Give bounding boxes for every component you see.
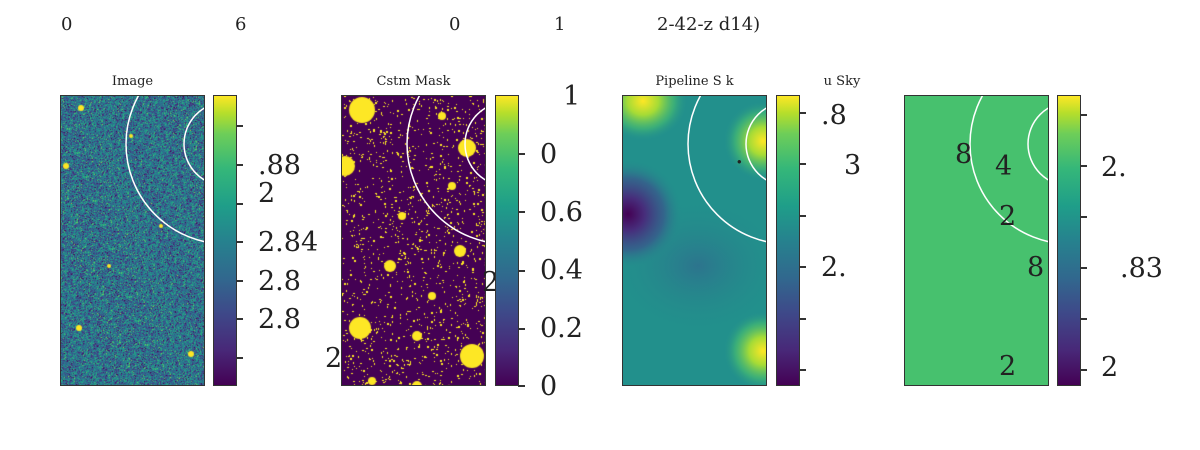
mask-overlay-text-1: 2 [482,267,500,298]
top-fragment-1: 6 [235,14,247,35]
colorbar-mask-label-2: 0.6 [540,197,583,228]
mask-panel [341,95,486,386]
image-noise-heatmap [61,96,204,385]
panel-title-pipeline-sky: Pipeline S k [655,74,734,89]
colorbar-image-label-4: 2.8 [258,304,301,335]
pipeline-sky-heatmap [623,96,766,385]
colorbar-mask-label-1: 0 [540,139,558,170]
top-fragment-2: 0 [449,14,461,35]
aperture-rings-image [125,96,204,243]
colorbar-pipeline-label-0: .8 [821,100,847,131]
colorbar-mask-label-0: 1 [563,81,581,112]
colorbar-image-label-0: .88 [258,150,301,181]
u-sky-overlay-text-4: 2 [999,351,1017,382]
colorbar-mask [495,95,519,386]
colorbar-u-sky-label-1: .83 [1120,253,1163,284]
u-sky-overlay-text-1: 4 [995,151,1013,182]
mask-overlay-text-0: 2 [325,343,343,374]
pipeline-overlay-text-0: . [735,139,744,170]
figure-suptitle: 2-42-z d14) [657,14,761,35]
u-sky-panel [904,95,1049,386]
colorbar-mask-label-4: 0.2 [540,313,583,344]
aperture-rings-mask [406,96,485,243]
colorbar-image-label-1: 2 [258,178,276,209]
colorbar-image-label-2: 2.84 [258,227,319,258]
colorbar-pipeline-label-1: 3 [844,150,862,181]
colorbar-pipeline-label-2: 2. [821,252,847,283]
colorbar-pipeline-sky [776,95,800,386]
colorbar-u-sky-label-2: 2 [1101,352,1119,383]
top-fragment-0: 0 [61,14,73,35]
u-sky-overlay-text-2: 2 [999,201,1017,232]
colorbar-image [213,95,237,386]
panel-title-image: Image [111,74,154,89]
mask-heatmap [342,96,485,385]
colorbar-image-label-3: 2.8 [258,266,301,297]
colorbar-u-sky [1057,95,1081,386]
panel-title-mask: Cstm Mask [376,74,451,89]
u-sky-overlay-text-3: 8 [1027,252,1045,283]
top-fragment-3: 1 [554,14,566,35]
u-sky-overlay-text-0: 8 [955,139,973,170]
panel-title-u-sky: u Sky [823,74,861,89]
colorbar-u-sky-label-0: 2. [1101,152,1127,183]
colorbar-mask-label-3: 0.4 [540,255,583,286]
image-panel [60,95,205,386]
colorbar-mask-label-5: 0 [540,371,558,402]
aperture-rings-u-sky [969,96,1048,243]
pipeline-sky-panel [622,95,767,386]
